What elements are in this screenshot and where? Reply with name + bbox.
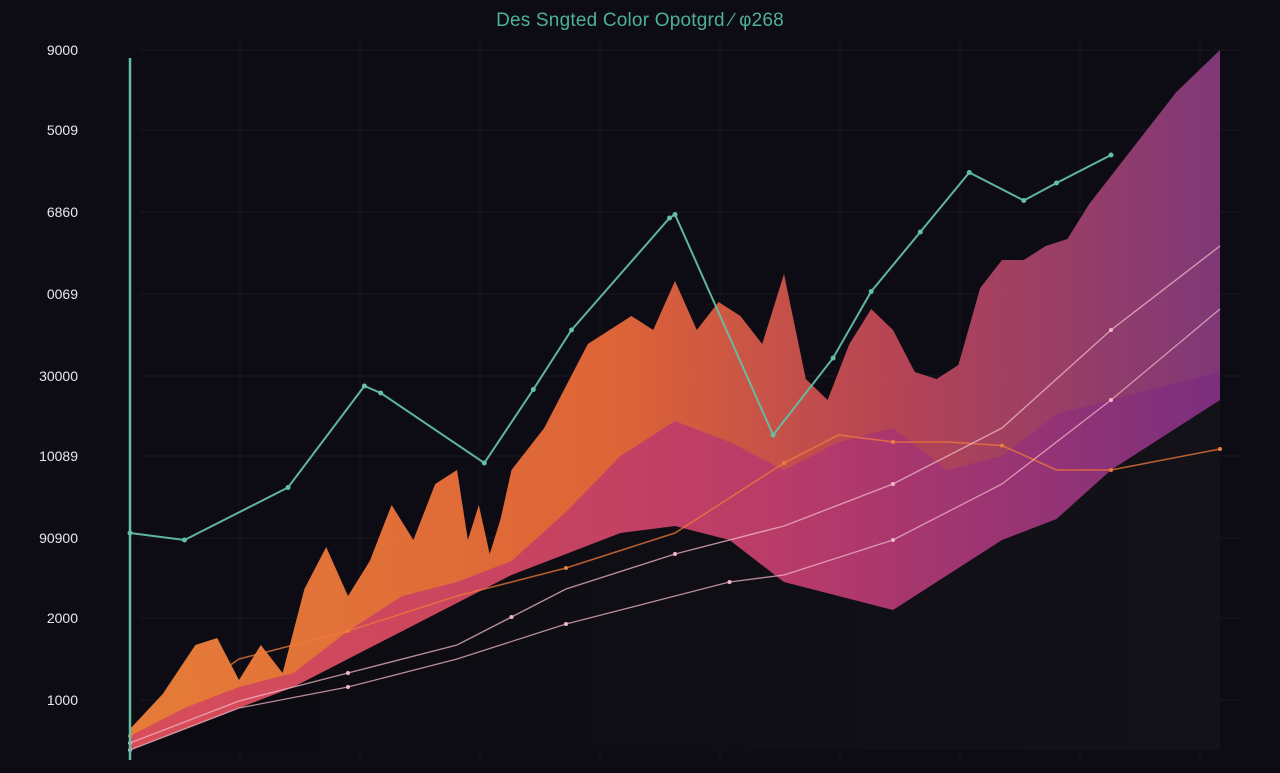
- data-point: [830, 355, 836, 361]
- data-point: [917, 229, 923, 235]
- y-tick-label: 9000: [47, 42, 78, 58]
- area-series-3: [130, 400, 1220, 750]
- data-point: [564, 566, 568, 570]
- data-point: [891, 482, 895, 486]
- line-series-group: [127, 152, 1222, 752]
- y-tick-label: 10089: [39, 448, 78, 464]
- data-point: [285, 485, 291, 490]
- area-series-group: [130, 50, 1220, 750]
- data-point: [1108, 152, 1114, 158]
- y-tick-label: 5009: [47, 122, 78, 138]
- data-point: [509, 615, 514, 619]
- data-point: [346, 685, 350, 689]
- data-point: [727, 580, 732, 584]
- y-tick-label: 30000: [39, 368, 78, 384]
- data-point: [564, 622, 568, 626]
- line-series-3: [129, 245, 1221, 744]
- chart-title: Des Sngted Color Opotgrd ∕ φ268: [496, 10, 784, 31]
- data-point: [891, 440, 895, 444]
- data-point: [1000, 443, 1004, 448]
- data-point: [569, 327, 574, 333]
- line-series-1: [129, 154, 1112, 542]
- data-point: [346, 629, 350, 633]
- data-point: [1109, 328, 1113, 332]
- line-series-2: [129, 434, 1221, 737]
- data-point: [346, 671, 350, 675]
- data-point: [182, 537, 187, 543]
- data-point: [1109, 398, 1113, 402]
- data-point: [530, 387, 536, 392]
- data-point: [782, 461, 786, 465]
- data-point: [891, 538, 895, 542]
- data-point: [667, 215, 672, 221]
- data-point: [966, 170, 972, 175]
- y-tick-label: 2000: [47, 610, 78, 626]
- y-tick-label: 6860: [47, 204, 78, 220]
- y-axis-ticks: 9000 5009 6860 0069 30000 10089 90900 2000 1000: [39, 42, 78, 708]
- data-point: [1054, 180, 1059, 186]
- data-point: [672, 212, 678, 217]
- data-point: [673, 552, 677, 556]
- data-point: [1021, 198, 1027, 203]
- line-series-4: [129, 308, 1221, 751]
- y-tick-label: 1000: [47, 692, 78, 708]
- data-point: [1218, 447, 1222, 451]
- data-point: [1109, 468, 1113, 472]
- data-point: [481, 460, 487, 466]
- data-point: [378, 390, 384, 396]
- data-point: [868, 289, 874, 294]
- data-point: [361, 383, 367, 389]
- y-tick-label: 90900: [39, 530, 78, 546]
- data-point: [770, 432, 776, 438]
- y-tick-label: 0069: [47, 286, 78, 302]
